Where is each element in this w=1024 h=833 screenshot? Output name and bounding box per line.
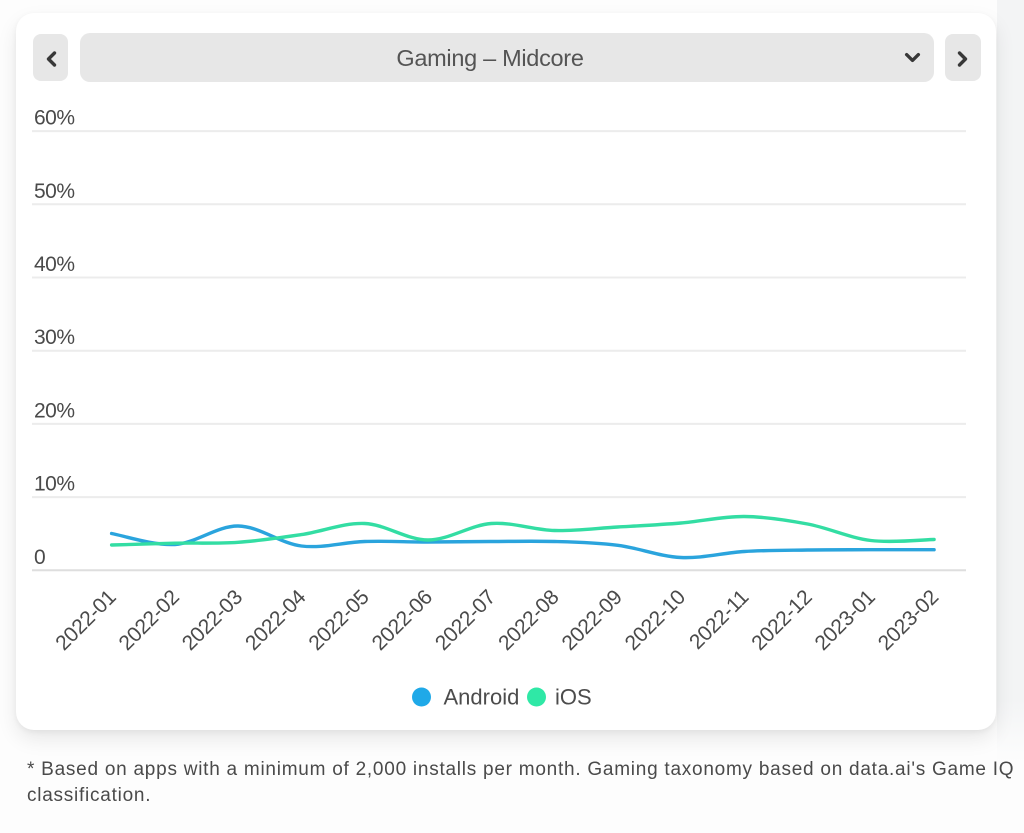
svg-text:2022-03: 2022-03: [178, 586, 247, 655]
svg-text:2022-02: 2022-02: [115, 586, 184, 655]
svg-text:30%: 30%: [34, 326, 75, 349]
svg-text:2022-12: 2022-12: [747, 586, 816, 655]
svg-text:0: 0: [34, 546, 45, 569]
svg-text:Android: Android: [444, 685, 520, 710]
svg-text:40%: 40%: [34, 253, 75, 276]
svg-text:2022-10: 2022-10: [621, 586, 690, 655]
svg-text:2023-01: 2023-01: [810, 586, 879, 655]
svg-text:2022-08: 2022-08: [494, 586, 563, 655]
svg-text:2022-06: 2022-06: [368, 586, 437, 655]
svg-text:20%: 20%: [34, 399, 75, 422]
svg-text:iOS: iOS: [555, 685, 592, 710]
svg-text:60%: 60%: [34, 107, 75, 130]
svg-text:2022-01: 2022-01: [51, 586, 120, 655]
svg-text:2022-09: 2022-09: [557, 586, 626, 655]
svg-text:2022-05: 2022-05: [304, 586, 373, 655]
svg-text:50%: 50%: [34, 180, 75, 203]
svg-text:10%: 10%: [34, 473, 75, 496]
svg-text:2022-07: 2022-07: [431, 586, 500, 655]
svg-text:2023-02: 2023-02: [874, 586, 943, 655]
svg-text:2022-11: 2022-11: [685, 586, 753, 654]
svg-text:2022-04: 2022-04: [241, 585, 311, 655]
